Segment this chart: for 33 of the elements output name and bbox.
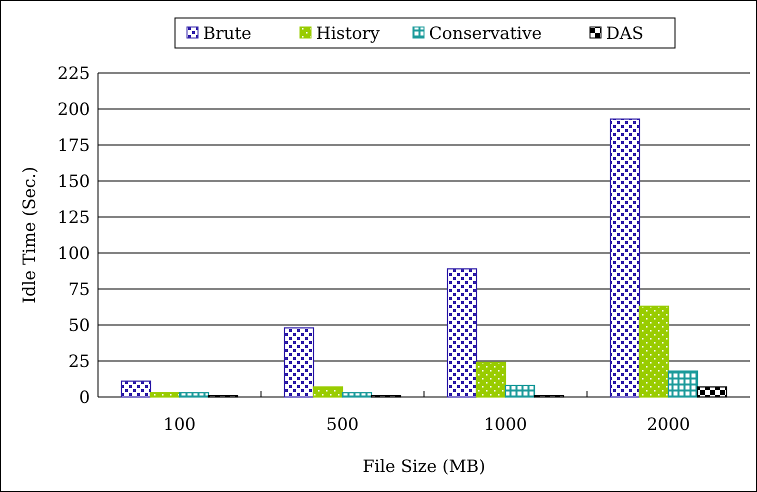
bar bbox=[178, 392, 210, 398]
bar bbox=[638, 306, 670, 398]
bar bbox=[476, 362, 506, 398]
x-tick-label: 2000 bbox=[646, 415, 690, 435]
legend-label: Conservative bbox=[429, 24, 542, 44]
y-tick-label: 150 bbox=[58, 172, 90, 192]
x-tick-label: 1000 bbox=[484, 415, 528, 435]
bar bbox=[120, 380, 152, 398]
bar bbox=[284, 327, 314, 398]
y-tick-label: 125 bbox=[58, 208, 90, 228]
bar bbox=[446, 268, 478, 398]
y-axis-title: Idle Time (Sec.) bbox=[20, 166, 40, 304]
bar bbox=[504, 384, 536, 398]
x-tick-label: 100 bbox=[163, 415, 196, 435]
bar bbox=[342, 392, 372, 398]
legend-label: Brute bbox=[203, 24, 252, 44]
y-tick-label: 75 bbox=[68, 280, 90, 300]
y-tick-label: 25 bbox=[68, 352, 90, 372]
bar bbox=[312, 386, 344, 398]
x-axis-title: File Size (MB) bbox=[362, 457, 486, 477]
bar bbox=[696, 386, 728, 398]
x-tick-label: 500 bbox=[326, 415, 359, 435]
y-tick-label: 200 bbox=[58, 100, 90, 120]
y-tick-label: 0 bbox=[79, 388, 90, 408]
y-tick-label: 175 bbox=[58, 136, 90, 156]
bar bbox=[668, 370, 698, 398]
y-tick-label: 225 bbox=[58, 64, 90, 84]
bar bbox=[150, 392, 180, 398]
bar bbox=[610, 118, 640, 398]
y-tick-label: 100 bbox=[58, 244, 90, 264]
legend-label: History bbox=[316, 24, 380, 44]
y-tick-label: 50 bbox=[68, 316, 90, 336]
legend-label: DAS bbox=[606, 24, 644, 44]
